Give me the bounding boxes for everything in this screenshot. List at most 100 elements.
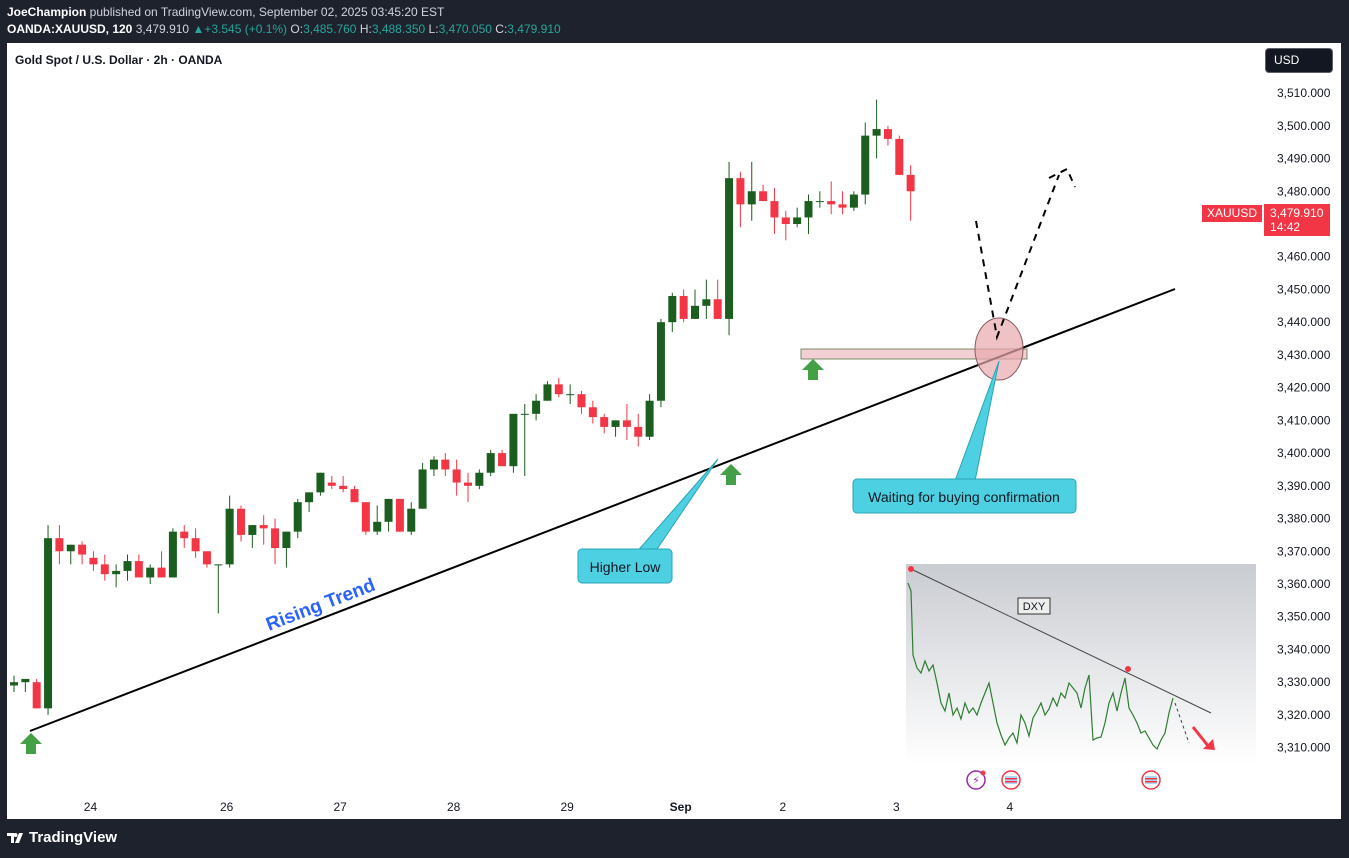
candle[interactable] bbox=[759, 184, 768, 202]
candle-body bbox=[770, 201, 779, 218]
chart-area[interactable]: 3,310.000 3,320.000 3,330.000 3,340.000 3,35… bbox=[7, 43, 1341, 819]
candle[interactable] bbox=[134, 554, 143, 578]
candle[interactable] bbox=[327, 476, 336, 490]
candle[interactable] bbox=[191, 528, 200, 558]
candle[interactable] bbox=[498, 449, 507, 467]
candle[interactable] bbox=[895, 135, 904, 175]
candle[interactable] bbox=[225, 495, 234, 568]
candle[interactable] bbox=[10, 675, 18, 692]
candle[interactable] bbox=[384, 498, 393, 532]
support-zone[interactable] bbox=[800, 348, 1028, 360]
candle[interactable] bbox=[339, 476, 348, 493]
candle[interactable] bbox=[872, 99, 881, 159]
candle[interactable] bbox=[532, 394, 541, 421]
candle[interactable] bbox=[282, 531, 291, 568]
candle[interactable] bbox=[679, 289, 688, 323]
candle-body bbox=[475, 472, 484, 486]
candle[interactable] bbox=[66, 544, 75, 565]
candle[interactable] bbox=[441, 453, 450, 476]
candle[interactable] bbox=[634, 413, 643, 447]
projection-path[interactable] bbox=[975, 174, 1060, 341]
candle[interactable] bbox=[361, 502, 370, 535]
candle[interactable] bbox=[838, 191, 847, 215]
candle[interactable] bbox=[407, 502, 416, 535]
candle[interactable] bbox=[214, 564, 223, 614]
candle[interactable] bbox=[146, 564, 155, 584]
candle[interactable] bbox=[656, 318, 665, 408]
callout-waiting-box[interactable] bbox=[852, 478, 1077, 514]
candle[interactable] bbox=[691, 289, 699, 319]
candle[interactable] bbox=[577, 390, 586, 414]
price-chart[interactable]: 3,310.000 3,320.000 3,330.000 3,340.000 3,35… bbox=[7, 43, 1341, 819]
x-tick-label: 26 bbox=[220, 800, 234, 814]
candle[interactable] bbox=[21, 678, 30, 692]
candle[interactable] bbox=[793, 207, 802, 228]
candle[interactable] bbox=[259, 515, 268, 545]
candle[interactable] bbox=[32, 678, 41, 709]
candle[interactable] bbox=[168, 528, 177, 578]
candle[interactable] bbox=[44, 525, 53, 715]
candle[interactable] bbox=[486, 449, 495, 476]
confirmation-circle[interactable] bbox=[974, 317, 1024, 381]
footer-brand[interactable]: TradingView bbox=[7, 829, 117, 846]
candle[interactable] bbox=[849, 191, 858, 211]
candle[interactable] bbox=[100, 554, 109, 581]
candle[interactable] bbox=[804, 194, 813, 234]
candle[interactable] bbox=[271, 518, 280, 565]
candle[interactable] bbox=[725, 161, 734, 336]
price-badge-symbol: XAUUSD bbox=[1202, 205, 1263, 222]
candle[interactable] bbox=[180, 525, 189, 548]
candle[interactable] bbox=[566, 384, 575, 404]
candle[interactable] bbox=[702, 279, 711, 319]
author-name[interactable]: JoeChampion bbox=[7, 5, 87, 19]
candle[interactable] bbox=[123, 554, 132, 581]
candle[interactable] bbox=[78, 541, 87, 565]
currency-button[interactable]: USD bbox=[1265, 48, 1333, 73]
candle-body bbox=[112, 570, 121, 575]
candle-body bbox=[464, 482, 472, 486]
candle[interactable] bbox=[736, 171, 745, 228]
candle[interactable] bbox=[157, 551, 166, 578]
candle[interactable] bbox=[395, 498, 404, 532]
candle[interactable] bbox=[464, 472, 472, 503]
candle[interactable] bbox=[316, 472, 325, 496]
candle[interactable] bbox=[611, 420, 620, 437]
candle[interactable] bbox=[713, 279, 722, 319]
candle[interactable] bbox=[55, 525, 64, 565]
callout-higher-low-box[interactable] bbox=[577, 548, 673, 584]
candle[interactable] bbox=[747, 161, 756, 221]
candle[interactable] bbox=[781, 210, 790, 241]
candle[interactable] bbox=[305, 492, 314, 512]
candle[interactable] bbox=[883, 125, 892, 146]
candle[interactable] bbox=[509, 413, 518, 473]
candle[interactable] bbox=[373, 505, 382, 535]
candle[interactable] bbox=[622, 404, 631, 440]
candle[interactable] bbox=[293, 498, 302, 539]
y-tick-label: 3,490.000 bbox=[1277, 152, 1331, 166]
candle[interactable] bbox=[554, 377, 563, 398]
candle-body bbox=[316, 472, 325, 493]
candle[interactable] bbox=[645, 394, 654, 440]
candle[interactable] bbox=[588, 400, 597, 424]
candle[interactable] bbox=[350, 485, 359, 503]
candle[interactable] bbox=[668, 292, 677, 332]
candle[interactable] bbox=[112, 564, 121, 588]
candle[interactable] bbox=[770, 188, 779, 234]
up-arrow-icon bbox=[802, 359, 824, 380]
candle[interactable] bbox=[89, 551, 98, 571]
candle[interactable] bbox=[906, 165, 915, 221]
candle[interactable] bbox=[815, 191, 824, 208]
candle[interactable] bbox=[248, 525, 257, 548]
candle[interactable] bbox=[418, 462, 427, 509]
candle[interactable] bbox=[429, 456, 438, 476]
candle[interactable] bbox=[827, 181, 836, 215]
candle[interactable] bbox=[202, 551, 211, 568]
candle[interactable] bbox=[237, 505, 245, 542]
candle[interactable] bbox=[861, 122, 870, 205]
candle[interactable] bbox=[475, 469, 484, 490]
high-value: 3,488.350 bbox=[371, 22, 426, 36]
candle[interactable] bbox=[520, 404, 529, 476]
candle[interactable] bbox=[452, 459, 461, 496]
candle[interactable] bbox=[543, 381, 552, 401]
candle[interactable] bbox=[600, 413, 609, 434]
